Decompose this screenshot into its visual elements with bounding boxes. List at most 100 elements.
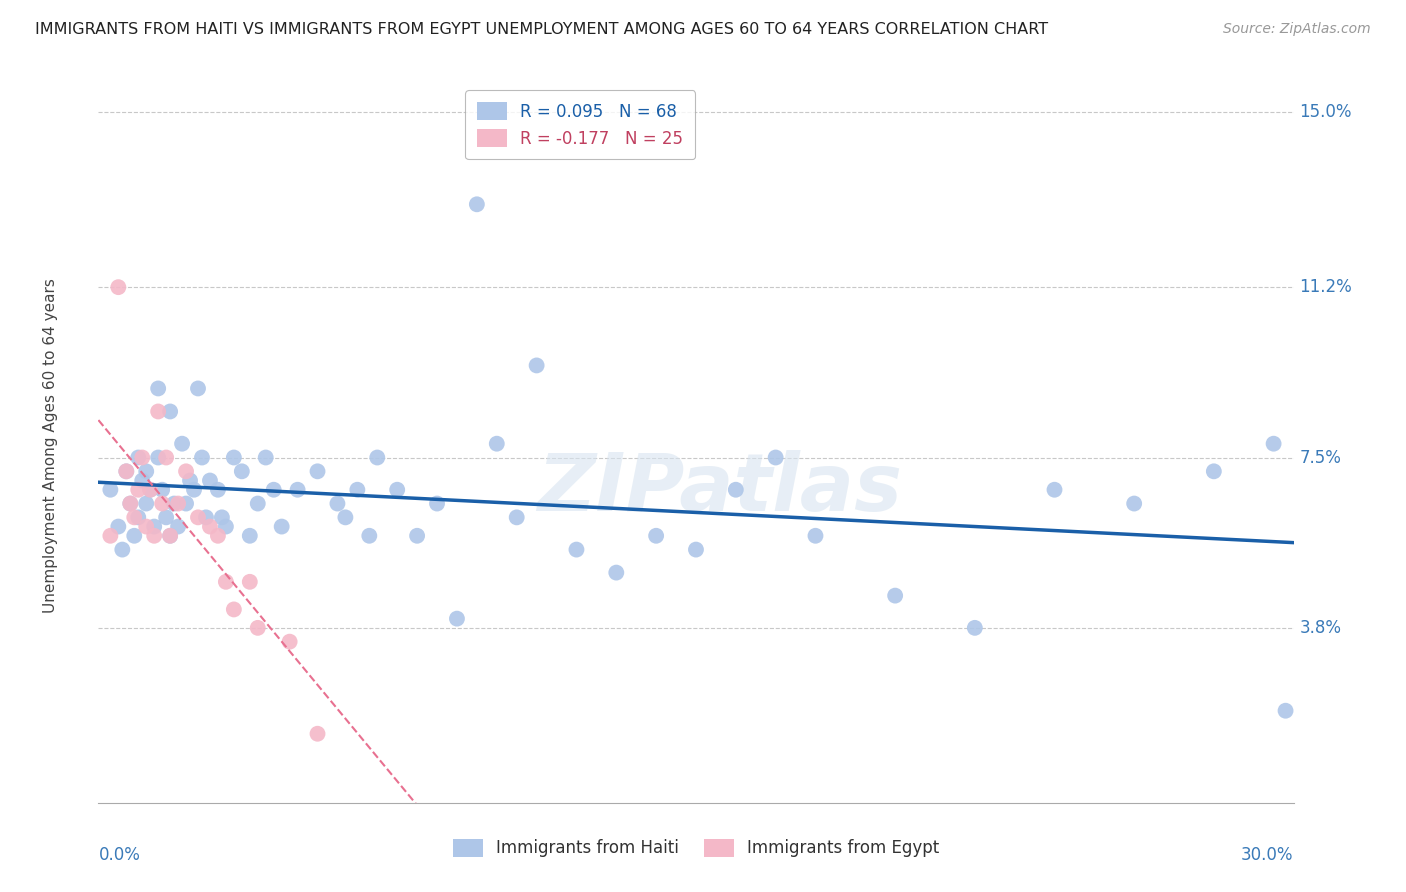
Point [263, 483, 285, 497]
Point [326, 497, 349, 511]
Text: 30.0%: 30.0% [1241, 846, 1294, 863]
Point [183, 483, 205, 497]
Point [366, 450, 388, 465]
Point [167, 519, 190, 533]
Point [963, 621, 986, 635]
Point [231, 464, 253, 478]
Text: Unemployment Among Ages 60 to 64 years: Unemployment Among Ages 60 to 64 years [44, 278, 58, 614]
Point [148, 381, 170, 395]
Point [174, 464, 197, 478]
Point [724, 483, 747, 497]
Point [270, 519, 292, 533]
Text: 3.8%: 3.8% [1299, 619, 1341, 637]
Point [207, 483, 229, 497]
Point [1043, 483, 1066, 497]
Text: IMMIGRANTS FROM HAITI VS IMMIGRANTS FROM EGYPT UNEMPLOYMENT AMONG AGES 60 TO 64 : IMMIGRANTS FROM HAITI VS IMMIGRANTS FROM… [35, 22, 1049, 37]
Point [179, 474, 201, 488]
Point [346, 483, 368, 497]
Point [127, 510, 149, 524]
Legend: Immigrants from Haiti, Immigrants from Egypt: Immigrants from Haiti, Immigrants from E… [444, 830, 948, 866]
Point [239, 574, 262, 589]
Point [246, 621, 269, 635]
Point [107, 519, 129, 533]
Point [107, 280, 129, 294]
Point [195, 510, 218, 524]
Point [565, 542, 588, 557]
Point [115, 464, 138, 478]
Point [426, 497, 449, 511]
Point [884, 589, 907, 603]
Point [307, 464, 329, 478]
Text: ZIPatlas: ZIPatlas [537, 450, 903, 528]
Point [131, 474, 153, 488]
Point [135, 519, 157, 533]
Point [804, 529, 827, 543]
Point [167, 497, 190, 511]
Text: Source: ZipAtlas.com: Source: ZipAtlas.com [1223, 22, 1371, 37]
Point [1274, 704, 1296, 718]
Point [335, 510, 357, 524]
Point [1202, 464, 1225, 478]
Point [287, 483, 309, 497]
Point [111, 542, 134, 557]
Point [124, 510, 146, 524]
Point [172, 436, 194, 450]
Point [406, 529, 429, 543]
Point [174, 497, 197, 511]
Point [215, 574, 238, 589]
Point [246, 497, 269, 511]
Point [143, 529, 166, 543]
Text: 15.0%: 15.0% [1299, 103, 1353, 121]
Text: 11.2%: 11.2% [1299, 278, 1353, 296]
Point [159, 529, 181, 543]
Point [127, 450, 149, 465]
Point [278, 634, 301, 648]
Point [155, 450, 177, 465]
Point [187, 510, 209, 524]
Point [222, 602, 245, 616]
Point [98, 529, 122, 543]
Point [526, 359, 548, 373]
Point [207, 529, 229, 543]
Point [465, 197, 488, 211]
Point [485, 436, 508, 450]
Point [1123, 497, 1146, 511]
Point [115, 464, 138, 478]
Point [163, 497, 186, 511]
Point [155, 510, 177, 524]
Point [120, 497, 142, 511]
Point [120, 497, 142, 511]
Point [765, 450, 787, 465]
Point [222, 450, 245, 465]
Point [215, 519, 238, 533]
Point [150, 497, 173, 511]
Text: 7.5%: 7.5% [1299, 449, 1341, 467]
Point [187, 381, 209, 395]
Point [159, 529, 181, 543]
Point [359, 529, 381, 543]
Point [148, 404, 170, 418]
Point [135, 464, 157, 478]
Point [211, 510, 233, 524]
Point [385, 483, 409, 497]
Point [148, 450, 170, 465]
Point [159, 404, 181, 418]
Point [1263, 436, 1285, 450]
Point [98, 483, 122, 497]
Point [307, 727, 329, 741]
Point [685, 542, 707, 557]
Point [198, 474, 221, 488]
Point [198, 519, 221, 533]
Point [135, 497, 157, 511]
Point [446, 612, 468, 626]
Text: 0.0%: 0.0% [98, 846, 141, 863]
Point [143, 519, 166, 533]
Point [645, 529, 668, 543]
Point [131, 450, 153, 465]
Point [506, 510, 529, 524]
Point [239, 529, 262, 543]
Point [127, 483, 149, 497]
Point [139, 483, 162, 497]
Point [254, 450, 277, 465]
Point [124, 529, 146, 543]
